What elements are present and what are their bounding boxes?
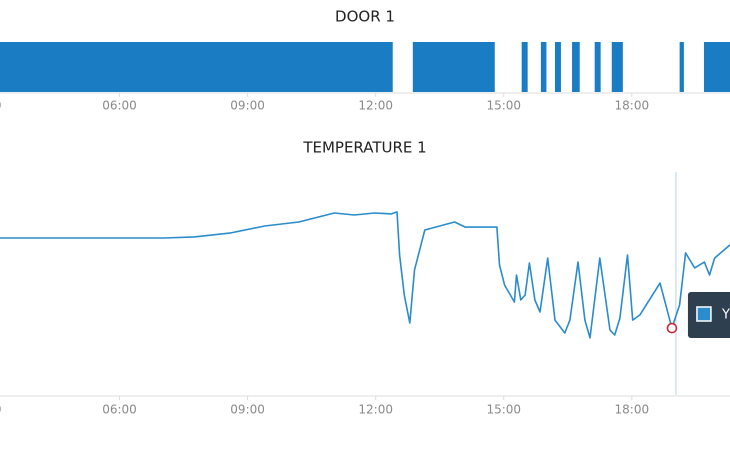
x-tick-label: 00: [0, 99, 1, 113]
x-tick-label: 12:00: [358, 403, 393, 417]
door-open-bar: [554, 42, 561, 92]
door-open-bar: [412, 42, 495, 92]
door-open-bar: [540, 42, 547, 92]
x-tick-label: 12:00: [358, 99, 393, 113]
tooltip-text: Y: [721, 308, 730, 323]
door-open-bar: [0, 42, 393, 92]
door-open-bar: [679, 42, 684, 92]
tooltip: Y: [687, 292, 730, 338]
x-tick-label: 06:00: [102, 99, 137, 113]
x-tick-label: 09:00: [230, 99, 265, 113]
x-tick-label: 00: [0, 403, 1, 417]
x-tick-label: 09:00: [230, 403, 265, 417]
highlight-point: [666, 322, 678, 334]
door-open-bar: [703, 42, 730, 92]
door-open-bar: [572, 42, 580, 92]
chart-title: TEMPERATURE 1: [302, 139, 426, 157]
x-tick-label: 15:00: [486, 403, 521, 417]
x-tick-label: 06:00: [102, 403, 137, 417]
door-open-bar: [611, 42, 623, 92]
tooltip-swatch: [696, 306, 712, 322]
door-open-bar: [521, 42, 528, 92]
chart-title: DOOR 1: [335, 8, 395, 26]
door-open-bar: [594, 42, 601, 92]
x-tick-label: 18:00: [615, 403, 650, 417]
x-tick-label: 15:00: [486, 99, 521, 113]
x-tick-label: 18:00: [615, 99, 650, 113]
temperature-line: [0, 211, 730, 339]
